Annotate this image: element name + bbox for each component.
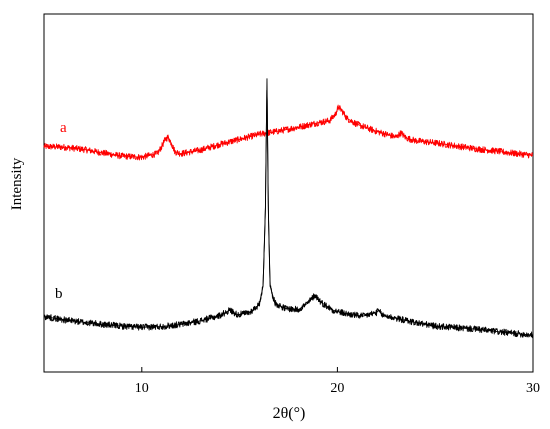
series-a-line bbox=[43, 104, 534, 161]
y-axis-label: Intensity bbox=[9, 157, 25, 210]
series-b-envelope bbox=[43, 78, 534, 336]
series-layer bbox=[43, 78, 534, 339]
series-a-envelope bbox=[43, 106, 534, 158]
x-tick-label: 30 bbox=[526, 381, 540, 396]
x-axis-label: 2θ(°) bbox=[273, 405, 306, 422]
x-tick-label: 10 bbox=[135, 381, 149, 396]
series-a-label: a bbox=[60, 120, 67, 136]
series-b-label: b bbox=[55, 286, 63, 302]
plot-frame bbox=[43, 13, 534, 373]
series-b-line bbox=[43, 89, 534, 339]
x-tick-label: 20 bbox=[330, 381, 344, 396]
x-axis-ticks: 10 20 30 bbox=[135, 367, 540, 396]
